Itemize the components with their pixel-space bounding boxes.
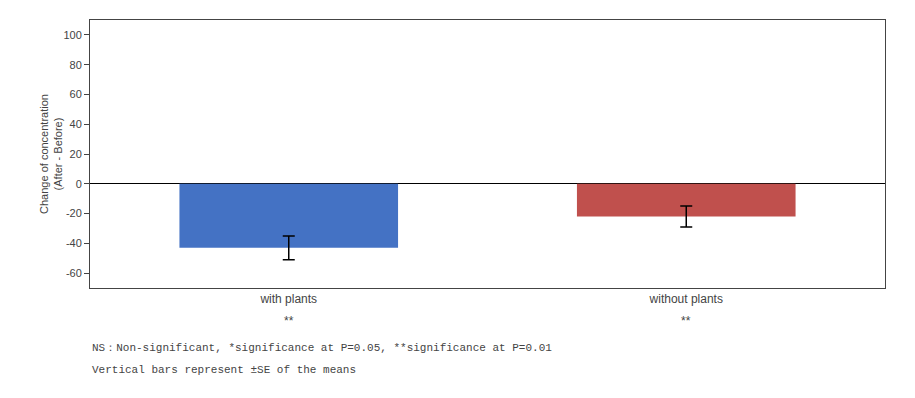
svg-text:-60: -60: [66, 267, 82, 279]
svg-text:**: **: [284, 314, 294, 328]
svg-text:without plants: without plants: [649, 292, 723, 306]
svg-text:NS：Non-significant, *significa: NS：Non-significant, *significance at P=0…: [92, 342, 552, 354]
svg-text:0: 0: [76, 178, 82, 190]
svg-text:100: 100: [63, 29, 81, 41]
svg-text:40: 40: [70, 118, 82, 130]
svg-text:20: 20: [70, 148, 82, 160]
svg-text:with plants: with plants: [259, 292, 317, 306]
svg-text:Change of concentration(After: Change of concentration(After - Before): [38, 94, 64, 214]
svg-text:-20: -20: [66, 207, 82, 219]
svg-text:60: 60: [70, 88, 82, 100]
svg-text:80: 80: [70, 59, 82, 71]
svg-text:-40: -40: [66, 237, 82, 249]
svg-text:Vertical bars represent ±SE of: Vertical bars represent ±SE of the means: [92, 364, 356, 376]
svg-text:**: **: [681, 314, 691, 328]
